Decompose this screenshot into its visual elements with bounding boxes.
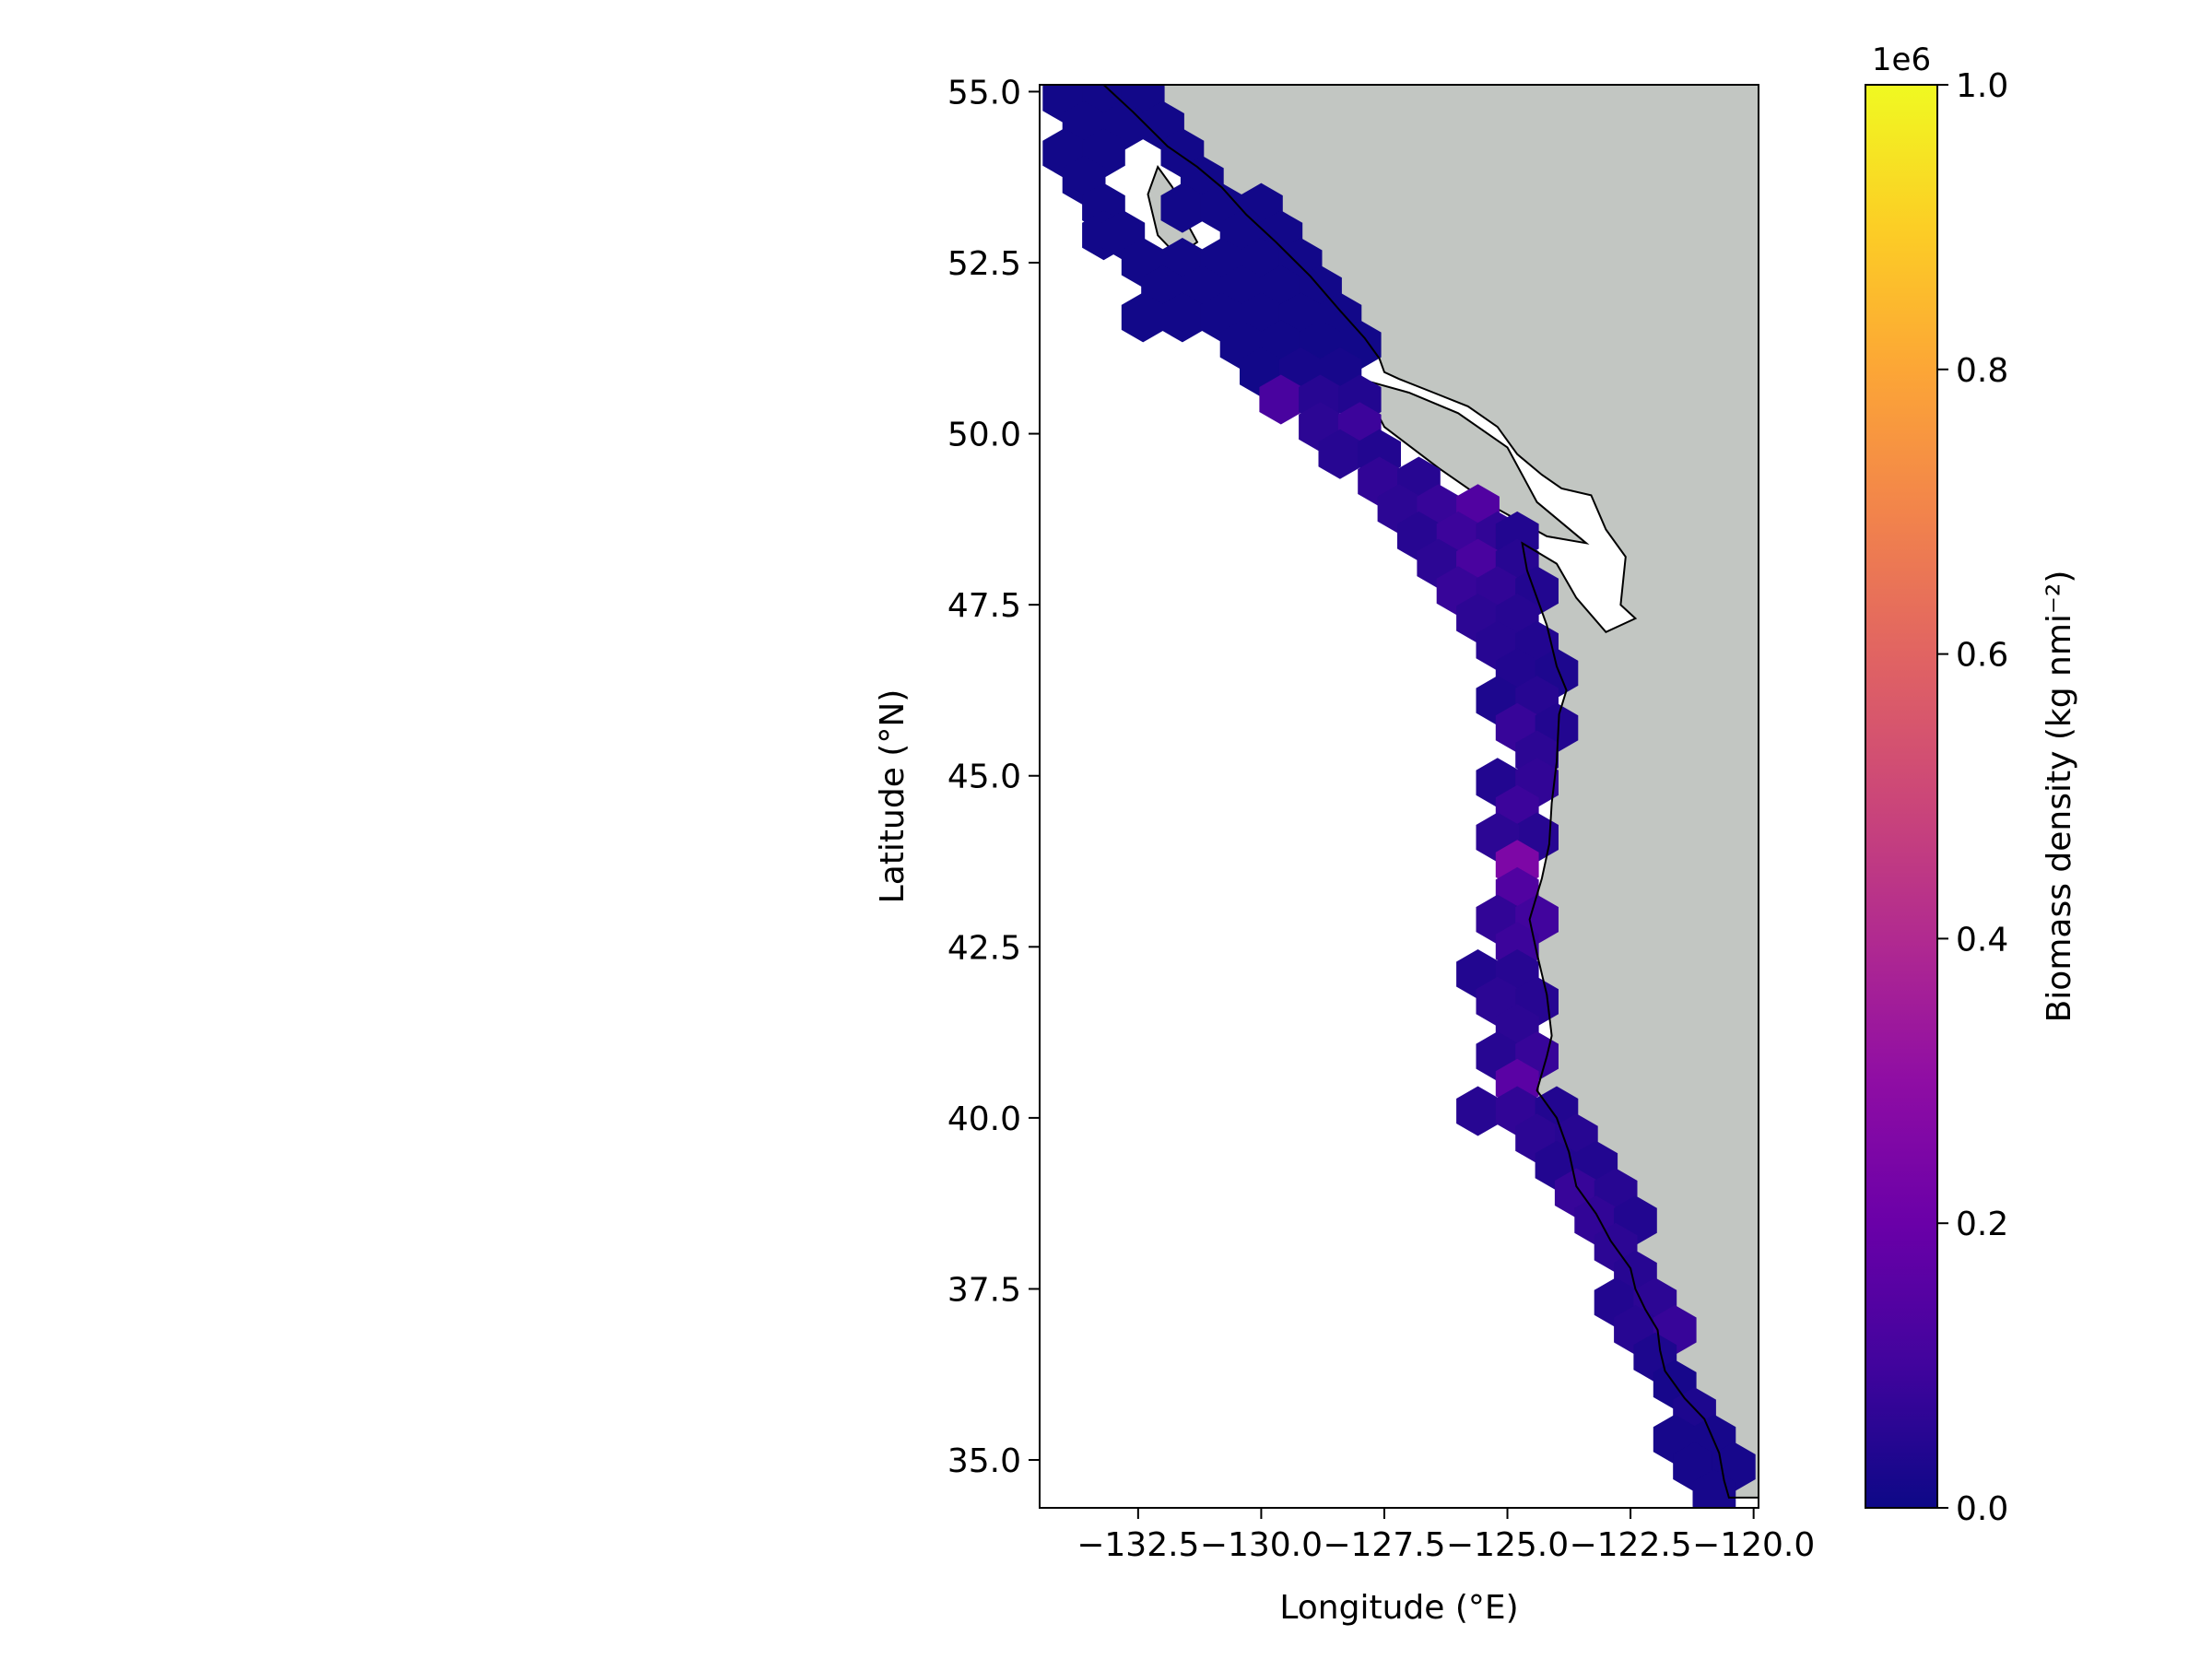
colorbar-tick-label: 0.4	[1956, 921, 2008, 959]
colorbar-tick-label: 0.0	[1956, 1490, 2008, 1528]
colorbar-label: Biomass density (kg nmi⁻²)	[2041, 571, 2078, 1023]
x-axis-ticks: −132.5 −130.0 −127.5 −125.0 −122.5 −120.0	[1077, 1508, 1815, 1564]
map-axes: −132.5 −130.0 −127.5 −125.0 −122.5 −120.0 35.…	[874, 74, 1815, 1627]
hex-cell	[1259, 374, 1303, 425]
y-axis-label: Latitude (°N)	[874, 689, 912, 904]
y-tick-label: 55.0	[947, 74, 1021, 112]
colorbar-tick-label: 1.0	[1956, 67, 2008, 105]
y-tick-label: 37.5	[947, 1271, 1021, 1309]
hex-cell	[1318, 429, 1362, 479]
land-patch-1	[1358, 377, 1590, 545]
y-tick-label: 50.0	[947, 417, 1021, 454]
colorbar-offset-text: 1e6	[1872, 41, 1931, 78]
hex-cell	[1692, 1469, 1736, 1508]
x-axis-label: Longitude (°E)	[1279, 1589, 1518, 1627]
x-tick-label: −125.0	[1446, 1526, 1569, 1564]
x-tick-label: −120.0	[1692, 1526, 1815, 1564]
biomass-hexbins	[1042, 85, 1756, 1508]
colorbar-ticks: 0.0 0.2 0.4 0.6 0.8 1.0	[1937, 67, 2008, 1528]
x-tick-label: −130.0	[1200, 1526, 1323, 1564]
hex-cell	[1160, 182, 1205, 233]
colorbar-tick-label: 0.6	[1956, 637, 2008, 675]
y-tick-label: 45.0	[947, 759, 1021, 796]
hex-cell	[1456, 1086, 1500, 1136]
colorbar-tick-label: 0.2	[1956, 1206, 2008, 1243]
y-axis-ticks: 35.0 37.5 40.0 42.5 45.0 47.5 50.0 52.5 55.0	[947, 74, 1040, 1480]
colorbar: 0.0 0.2 0.4 0.6 0.8 1.0 1e6 Biomass density (…	[1865, 41, 2078, 1528]
y-tick-label: 52.5	[947, 245, 1021, 283]
y-tick-label: 47.5	[947, 587, 1021, 625]
x-tick-label: −122.5	[1569, 1526, 1691, 1564]
x-tick-label: −127.5	[1323, 1526, 1445, 1564]
map-frame	[1039, 84, 1759, 1509]
y-tick-label: 42.5	[947, 929, 1021, 967]
colorbar-tick-label: 0.8	[1956, 352, 2008, 390]
y-tick-label: 35.0	[947, 1442, 1021, 1480]
coastline	[1102, 85, 1759, 1499]
x-tick-label: −132.5	[1077, 1526, 1199, 1564]
y-tick-label: 40.0	[947, 1100, 1021, 1138]
hex-cell	[1121, 292, 1165, 343]
hex-cell	[1160, 292, 1205, 343]
colorbar-gradient	[1865, 84, 1938, 1509]
